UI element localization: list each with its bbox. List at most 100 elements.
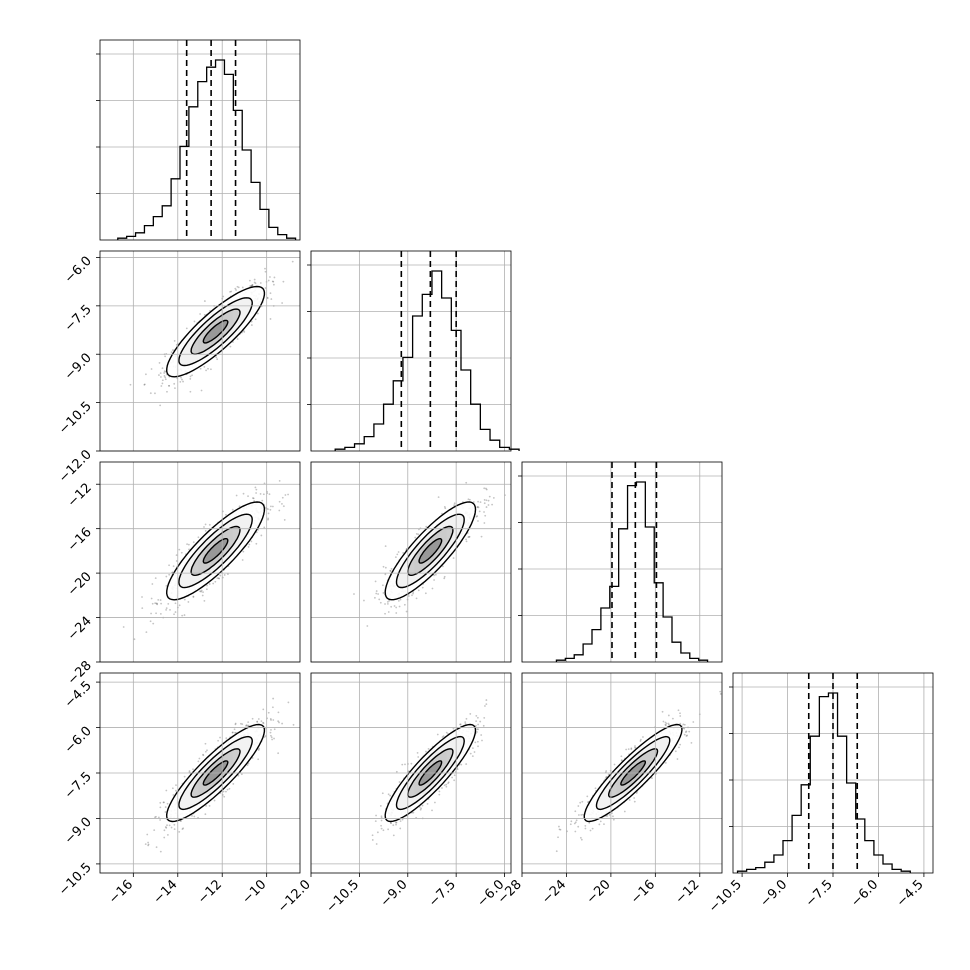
scatter-point [160, 385, 163, 387]
scatter-point [443, 575, 446, 578]
scatter-point [421, 586, 424, 589]
scatter-point [623, 810, 626, 813]
scatter-point [468, 498, 471, 501]
scatter-point [480, 535, 483, 538]
scatter-point [203, 300, 206, 302]
scatter-point [465, 538, 467, 541]
scatter-point [273, 737, 275, 740]
scatter-point [272, 697, 275, 700]
scatter-point [483, 522, 486, 524]
scatter-point [173, 823, 176, 826]
scatter-point [225, 737, 228, 740]
scatter-point [255, 531, 258, 534]
scatter-point [483, 499, 486, 501]
scatter-point [219, 736, 221, 739]
scatter-point [168, 564, 170, 567]
scatter-point [395, 606, 398, 609]
scatter-point [472, 747, 474, 750]
scatter-point [272, 719, 275, 721]
scatter-point [630, 747, 633, 750]
histogram-step-line [117, 59, 297, 240]
scatter-point [251, 284, 254, 286]
scatter-point [679, 715, 682, 717]
scatter-point [401, 818, 404, 821]
scatter-point [213, 799, 216, 802]
scatter-point [376, 831, 379, 834]
scatter-point [271, 706, 274, 709]
scatter-panel-1-4 [99, 672, 301, 874]
y-tick-label-p2-1: −12.0 [56, 447, 95, 486]
scatter-point [218, 577, 220, 580]
scatter-point [203, 314, 206, 316]
y-tick-label-p4-4: −6.0 [62, 724, 95, 757]
scatter-point [199, 590, 201, 593]
hist-panel-1 [96, 39, 301, 241]
scatter-point [584, 827, 587, 830]
scatter-point [204, 750, 207, 753]
scatter-point [173, 613, 175, 616]
scatter-point [217, 739, 220, 742]
scatter-point [154, 392, 156, 395]
scatter-point [380, 827, 383, 830]
scatter-point [473, 751, 476, 753]
scatter-point [555, 850, 558, 853]
scatter-point [468, 536, 470, 538]
scatter-point [484, 705, 486, 707]
scatter-point [577, 814, 580, 816]
scatter-point [256, 312, 259, 315]
scatter-point [443, 577, 446, 580]
scatter-point [246, 724, 249, 727]
scatter-point [374, 596, 376, 599]
scatter-point [363, 599, 365, 602]
scatter-point [183, 775, 186, 778]
scatter-point [375, 843, 378, 845]
scatter-point [479, 720, 482, 723]
scatter-point [236, 285, 239, 288]
scatter-point [163, 372, 166, 374]
scatter-point [477, 520, 479, 522]
scatter-point [399, 827, 402, 830]
scatter-point [392, 824, 395, 827]
scatter-point [158, 374, 160, 376]
scatter-point [187, 543, 190, 546]
scatter-point [384, 573, 387, 576]
scatter-point [163, 375, 166, 377]
scatter-point [174, 611, 177, 613]
scatter-point [574, 810, 577, 813]
scatter-point [159, 819, 161, 821]
scatter-point [241, 723, 244, 726]
scatter-point [151, 602, 154, 605]
x-tick-label-p1-3: −12 [195, 877, 225, 907]
scatter-point [481, 739, 483, 742]
hist-panel-bg [100, 40, 300, 240]
scatter-point [254, 486, 257, 489]
scatter-point [377, 593, 379, 595]
scatter-point [479, 501, 482, 504]
scatter-point [417, 533, 420, 536]
scatter-point [166, 824, 168, 827]
scatter-point [164, 378, 167, 381]
scatter-point [598, 823, 601, 826]
scatter-point [264, 287, 267, 289]
scatter-point [417, 589, 420, 592]
scatter-point [251, 757, 254, 759]
scatter-point [225, 513, 227, 516]
scatter-point [256, 721, 259, 723]
scatter-point [278, 479, 281, 482]
scatter-point [141, 607, 144, 610]
scatter-point [153, 829, 156, 832]
scatter-point [250, 324, 253, 326]
scatter-point [270, 505, 272, 508]
scatter-point [262, 721, 264, 724]
scatter-point [175, 554, 178, 557]
scatter-point [477, 723, 480, 726]
scatter-point [395, 821, 397, 824]
scatter-point [182, 380, 184, 383]
scatter-point [281, 496, 284, 499]
scatter-point [202, 754, 205, 757]
x-tick-label-p4-4: −6.0 [848, 877, 881, 910]
scatter-point [558, 825, 560, 828]
scatter-point [164, 826, 167, 828]
scatter-point [488, 495, 491, 498]
scatter-point [445, 731, 448, 734]
